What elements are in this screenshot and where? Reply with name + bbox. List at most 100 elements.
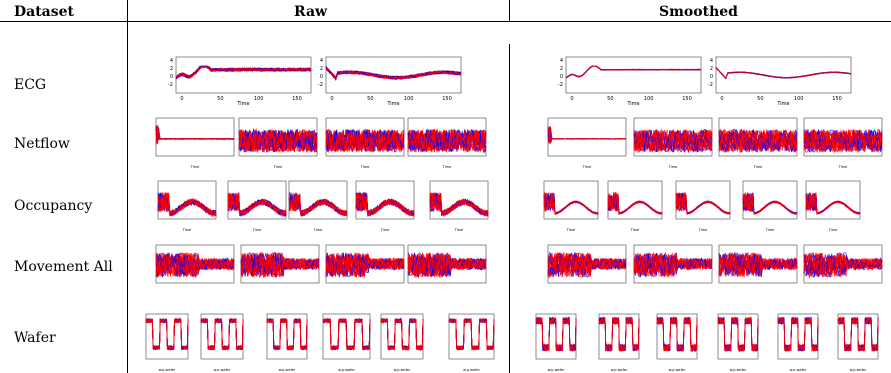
x-axis-label: w.p.wafer xyxy=(790,368,807,372)
plot-series xyxy=(777,316,819,353)
series-line xyxy=(565,65,702,78)
smoothed-movement-all-plot-3 xyxy=(718,244,798,284)
y-tick-label: -2 xyxy=(168,82,173,88)
raw-movement-all-plot-4 xyxy=(407,244,487,284)
plot-series xyxy=(429,191,489,218)
raw-wafer-plot-5: w.p.wafer xyxy=(380,313,424,372)
series-line xyxy=(157,193,217,218)
plot-series xyxy=(675,191,731,216)
series-line xyxy=(633,128,713,154)
series-line xyxy=(805,192,861,215)
smoothed-movement-all-plot-2 xyxy=(633,244,713,284)
series-line xyxy=(325,68,462,81)
smoothed-netflow-plot-2: Time xyxy=(633,117,713,169)
smoothed-ecg-plot-2: 0 50 100 150 -2 0 2 4 Time xyxy=(708,56,852,107)
series-line xyxy=(633,252,713,279)
raw-smoothed-divider-lower xyxy=(509,44,510,373)
series-line xyxy=(675,194,731,216)
x-axis-label: Time xyxy=(236,101,249,107)
series-line xyxy=(155,252,235,278)
x-tick-label: 50 xyxy=(367,96,373,102)
y-tick-label: 4 xyxy=(560,58,563,64)
plot-frame xyxy=(565,56,702,94)
smoothed-wafer-plot-6: w.p.wafer xyxy=(837,313,879,372)
x-axis-label: Time xyxy=(386,101,399,107)
y-tick-label: 4 xyxy=(320,58,323,64)
x-axis-label: Time xyxy=(630,228,640,232)
smoothed-netflow-plot-4: Time xyxy=(803,117,883,169)
y-tick-label: -2 xyxy=(708,82,713,88)
smoothed-occupancy-plot-2: Time xyxy=(607,180,663,232)
x-axis-label: Time xyxy=(765,228,775,232)
y-tick-label: 2 xyxy=(710,66,713,72)
smoothed-ecg-plot-1: 0 50 100 150 -2 0 2 4 Time xyxy=(558,56,702,107)
series-line xyxy=(598,316,640,352)
x-axis-label: Time xyxy=(380,228,390,232)
y-tick-label: 0 xyxy=(320,74,323,80)
x-axis-label: Time xyxy=(698,228,708,232)
x-axis-label: Time xyxy=(360,165,370,169)
raw-wafer-plot-4: w.p.wafer xyxy=(322,313,371,372)
series-line xyxy=(407,129,487,153)
plot-series xyxy=(805,192,861,216)
series-line xyxy=(535,316,577,352)
plot-series xyxy=(803,252,883,279)
plot-series xyxy=(240,251,320,279)
series-line xyxy=(380,317,424,351)
y-tick-label: 2 xyxy=(560,66,563,72)
x-tick-label: 150 xyxy=(832,96,842,102)
plot-frame xyxy=(175,56,312,94)
raw-wafer-plot-2: w.p.wafer xyxy=(200,313,244,372)
series-line xyxy=(227,192,287,215)
series-line xyxy=(718,128,798,152)
plot-series xyxy=(155,124,235,145)
raw-ecg-plot-1: 0 50 100 150 -2 0 2 4 Time xyxy=(168,56,312,107)
series-line xyxy=(240,253,320,279)
plot-series xyxy=(633,251,713,279)
x-tick-label: 150 xyxy=(292,96,302,102)
x-tick-label: 150 xyxy=(442,96,452,102)
smoothed-wafer-plot-1: w.p.wafer xyxy=(535,313,577,372)
x-axis-label: Time xyxy=(454,228,464,232)
x-tick-label: 150 xyxy=(682,96,692,102)
y-tick-label: 2 xyxy=(170,66,173,72)
y-tick-label: -2 xyxy=(318,82,323,88)
series-line xyxy=(238,129,318,152)
x-axis-label: w.p.wafer xyxy=(159,368,176,372)
series-line xyxy=(407,129,487,153)
y-tick-label: 2 xyxy=(320,66,323,72)
raw-ecg-plot-2: 0 50 100 150 -2 0 2 4 Time xyxy=(318,56,462,107)
x-axis-label: w.p.wafer xyxy=(394,368,411,372)
series-line xyxy=(266,317,308,351)
x-tick-label: 100 xyxy=(794,96,804,102)
raw-occupancy-plot-5: Time xyxy=(429,180,489,232)
series-line xyxy=(607,191,663,214)
series-line xyxy=(325,68,462,81)
row-label-occupancy: Occupancy xyxy=(14,198,93,214)
smoothed-wafer-plot-2: w.p.wafer xyxy=(598,313,640,372)
series-line xyxy=(717,316,759,352)
series-line xyxy=(227,193,287,218)
plot-series xyxy=(718,128,798,154)
x-axis-label: w.p.wafer xyxy=(611,368,628,372)
x-tick-label: 50 xyxy=(217,96,223,102)
smoothed-netflow-plot-1: Time xyxy=(547,117,627,169)
x-axis-label: Time xyxy=(313,228,323,232)
series-line xyxy=(544,192,599,215)
y-tick-label: -2 xyxy=(558,82,563,88)
plot-series xyxy=(145,317,189,351)
series-line xyxy=(803,252,883,277)
series-line xyxy=(238,128,318,153)
series-line xyxy=(547,126,626,140)
plot-series xyxy=(175,65,312,80)
raw-netflow-plot-2: Time xyxy=(238,117,318,169)
series-line xyxy=(200,318,244,351)
series-line xyxy=(240,252,320,278)
x-axis-label: w.p.wafer xyxy=(730,368,747,372)
plot-series xyxy=(200,317,244,351)
raw-wafer-plot-6: w.p.wafer xyxy=(448,313,495,372)
x-axis-label: Time xyxy=(668,165,678,169)
series-line xyxy=(718,129,798,152)
series-line xyxy=(155,126,235,140)
row-label-netflow: Netflow xyxy=(14,136,70,152)
